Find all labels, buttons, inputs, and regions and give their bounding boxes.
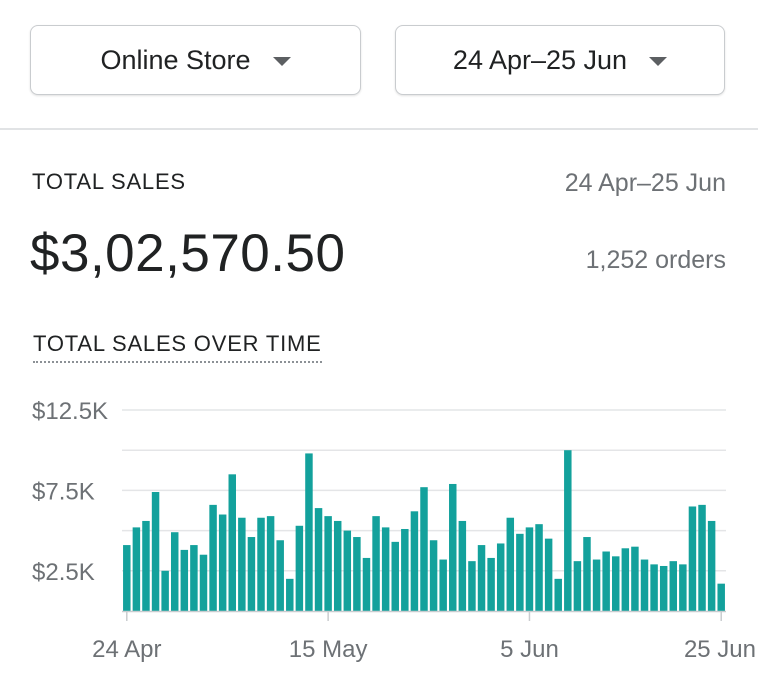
- sales-bar[interactable]: [333, 520, 342, 611]
- sales-bar[interactable]: [305, 453, 313, 611]
- date-range-label: 24 Apr–25 Jun: [452, 44, 628, 75]
- sales-bar[interactable]: [410, 511, 419, 611]
- sales-bar[interactable]: [276, 540, 284, 611]
- total-sales-value: $3,02,570.50: [30, 224, 346, 283]
- sales-bar[interactable]: [688, 506, 697, 611]
- sales-bar[interactable]: [612, 556, 620, 611]
- sales-bar[interactable]: [592, 559, 601, 611]
- sales-bar[interactable]: [573, 561, 582, 611]
- sales-bar[interactable]: [621, 548, 630, 611]
- y-tick-label: $12.5K: [32, 398, 108, 425]
- sales-bar[interactable]: [650, 564, 658, 611]
- sales-bar[interactable]: [190, 545, 198, 611]
- sales-bar[interactable]: [142, 520, 150, 611]
- sales-bar[interactable]: [286, 578, 294, 611]
- x-tick-label: 5 Jun: [500, 636, 559, 663]
- sales-bar[interactable]: [468, 561, 476, 611]
- sales-bar[interactable]: [372, 516, 380, 611]
- sales-bar[interactable]: [525, 527, 534, 611]
- store-filter-label: Online Store: [100, 44, 251, 75]
- sales-bar[interactable]: [506, 517, 515, 611]
- x-tick-label: 15 May: [289, 636, 368, 663]
- summary-date-range: 24 Apr–25 Jun: [564, 169, 726, 197]
- caret-down-icon: [649, 56, 668, 66]
- header-divider: [0, 128, 758, 130]
- y-tick-label: $2.5K: [32, 559, 95, 586]
- x-tick-label: 25 Jun: [684, 636, 756, 663]
- sales-bar[interactable]: [343, 530, 352, 611]
- sales-bar[interactable]: [659, 565, 668, 611]
- sales-bar[interactable]: [429, 540, 438, 611]
- date-range-button[interactable]: 24 Apr–25 Jun: [395, 25, 725, 95]
- sales-bar[interactable]: [123, 545, 131, 611]
- sales-bar[interactable]: [391, 541, 399, 611]
- sales-bar[interactable]: [449, 483, 457, 611]
- sales-bar[interactable]: [631, 546, 639, 611]
- x-tick-label: 24 Apr: [92, 636, 161, 663]
- sales-bar[interactable]: [151, 492, 160, 611]
- y-tick-label: $7.5K: [32, 478, 95, 505]
- sales-bar[interactable]: [353, 537, 361, 611]
- sales-bar[interactable]: [180, 549, 189, 611]
- sales-bar[interactable]: [544, 538, 553, 611]
- sales-bar[interactable]: [669, 561, 678, 611]
- orders-count: 1,252 orders: [585, 246, 726, 274]
- sales-bar[interactable]: [583, 537, 591, 611]
- sales-bar-chart: $12.5K $7.5K $2.5K 24 Apr 15 May 5 Jun 25 Jun: [32, 398, 756, 663]
- sales-bar[interactable]: [564, 450, 572, 611]
- sales-bar[interactable]: [640, 559, 649, 611]
- sales-bar[interactable]: [170, 532, 179, 611]
- sales-bar[interactable]: [295, 525, 304, 611]
- sales-bar[interactable]: [266, 516, 275, 611]
- sales-bar[interactable]: [420, 487, 428, 611]
- sales-bar[interactable]: [717, 583, 725, 611]
- sales-bar[interactable]: [247, 537, 256, 611]
- caret-down-icon: [272, 56, 291, 66]
- sales-bar[interactable]: [477, 545, 486, 611]
- sales-bar[interactable]: [161, 570, 169, 611]
- total-sales-heading: TOTAL SALES: [32, 169, 186, 194]
- sales-bar[interactable]: [228, 474, 236, 611]
- sales-bar[interactable]: [602, 551, 610, 611]
- sales-bar[interactable]: [516, 533, 524, 611]
- sales-bar[interactable]: [132, 527, 141, 611]
- sales-bar[interactable]: [199, 554, 208, 611]
- sales-bar[interactable]: [535, 524, 543, 611]
- sales-bar[interactable]: [314, 508, 323, 611]
- sales-bar[interactable]: [401, 528, 409, 611]
- chart-title[interactable]: TOTAL SALES OVER TIME: [33, 331, 322, 363]
- sales-bar[interactable]: [458, 520, 467, 611]
- sales-bar[interactable]: [707, 520, 716, 611]
- sales-bar[interactable]: [381, 527, 390, 611]
- sales-bar[interactable]: [362, 557, 371, 611]
- sales-bar[interactable]: [496, 543, 505, 611]
- sales-bar[interactable]: [698, 504, 706, 611]
- sales-bar[interactable]: [439, 559, 447, 611]
- sales-bar[interactable]: [238, 517, 246, 611]
- sales-bar[interactable]: [218, 514, 227, 611]
- sales-bar[interactable]: [257, 517, 265, 611]
- sales-bar[interactable]: [679, 564, 687, 611]
- sales-bar[interactable]: [209, 504, 217, 611]
- sales-bar[interactable]: [554, 578, 562, 611]
- sales-bar[interactable]: [487, 557, 495, 611]
- store-filter-button[interactable]: Online Store: [30, 25, 361, 95]
- sales-bar[interactable]: [324, 516, 332, 611]
